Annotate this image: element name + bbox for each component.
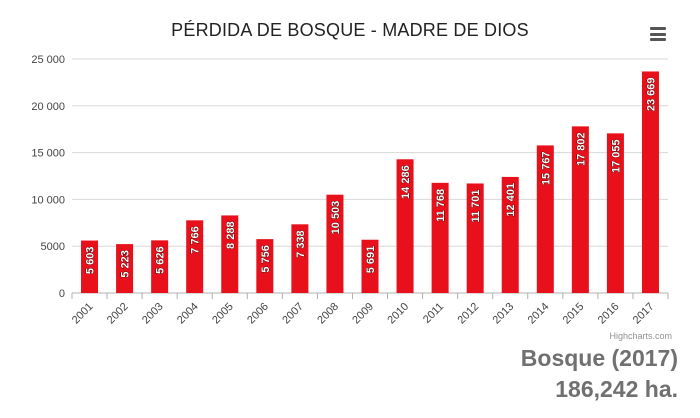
bar-data-label: 8 288 [225,221,237,249]
bar [606,133,624,293]
bar-data-label: 11 768 [435,189,447,222]
x-tick-label: 2002 [105,301,131,327]
summary-line-2: 186,242 ha. [555,376,678,402]
x-tick-label: 2009 [350,301,376,327]
x-tick-label: 2005 [210,301,236,327]
bar [396,159,414,293]
bar-data-label: 10 503 [330,201,342,235]
bar [466,183,484,293]
y-tick-label: 10 000 [31,194,65,206]
x-tick-label: 2014 [526,301,552,327]
bar [151,240,169,293]
y-tick-label: 15 000 [31,148,65,160]
bar [641,71,659,293]
bar [571,126,589,293]
bar-data-label: 23 669 [645,77,657,111]
y-tick-label: 25 000 [31,54,65,66]
x-tick-label: 2007 [280,301,306,327]
summary-box: Bosque (2017) 186,242 ha. [521,343,678,405]
bar-data-label: 7 766 [190,226,202,254]
bar-data-label: 12 401 [505,183,517,217]
y-tick-label: 0 [59,288,65,300]
hamburger-menu-icon[interactable] [650,27,666,41]
bar-data-label: 5 223 [120,250,132,278]
bar-data-label: 5 756 [260,245,272,273]
x-tick-label: 2003 [140,301,166,327]
bar [186,220,204,293]
chart-title: PÉRDIDA DE BOSQUE - MADRE DE DIOS [171,20,529,40]
x-tick-label: 2001 [70,301,96,327]
bar [536,145,554,293]
bar [81,240,99,293]
bar-data-label: 7 338 [295,230,307,258]
bar-data-label: 5 626 [155,246,167,274]
x-tick-label: 2004 [175,301,201,327]
x-tick-label: 2008 [315,301,341,327]
bar [116,244,134,293]
bar-data-label: 5 691 [365,246,377,274]
bar [501,176,519,293]
bar-data-label: 17 802 [575,132,587,166]
y-tick-label: 5000 [41,241,65,253]
bar [221,215,239,293]
bar [291,224,309,293]
x-tick-label: 2013 [491,301,517,327]
bar-data-label: 11 701 [470,189,482,222]
x-tick-label: 2010 [385,301,411,327]
x-tick-label: 2012 [455,301,481,327]
y-tick-label: 20 000 [31,101,65,113]
x-tick-label: 2015 [561,301,587,327]
bar [361,239,379,293]
summary-line-1: Bosque (2017) [520,345,678,371]
bar-data-label: 17 055 [610,139,622,173]
bar-data-label: 14 286 [400,165,412,199]
credits-link[interactable]: Highcharts.com [609,331,672,341]
x-tick-label: 2011 [421,301,446,326]
bar-data-label: 5 603 [85,247,97,275]
bar-data-label: 15 767 [540,151,552,185]
bar [431,182,449,293]
x-tick-label: 2006 [245,301,271,327]
x-tick-label: 2016 [596,301,622,327]
bar [326,194,344,293]
bar [256,239,274,293]
x-tick-label: 2017 [631,301,657,327]
